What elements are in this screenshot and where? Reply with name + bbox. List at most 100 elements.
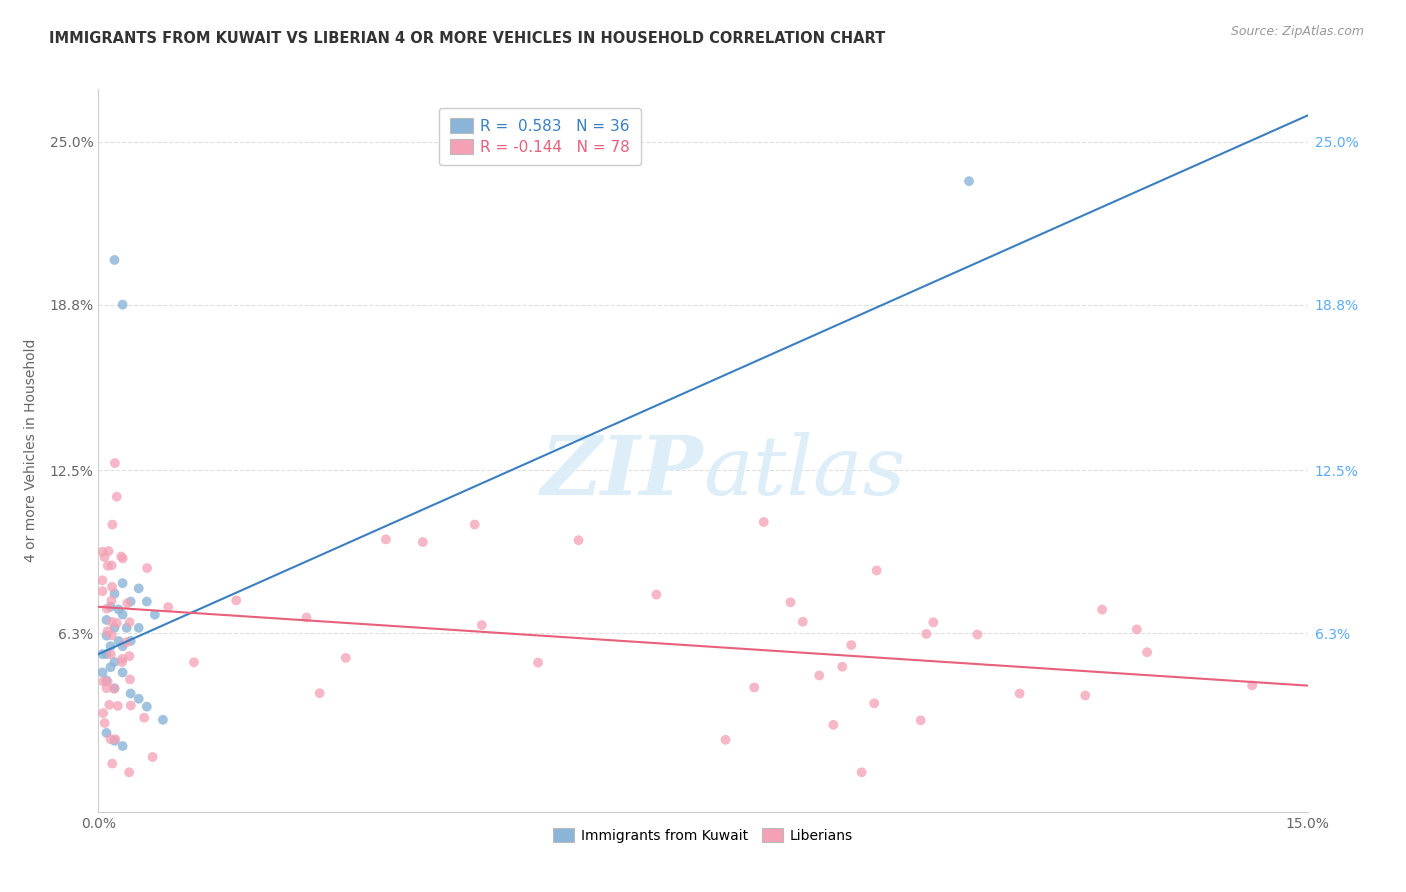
Point xyxy=(91,647,114,661)
Point xyxy=(922,615,945,630)
Point xyxy=(152,713,174,727)
Point xyxy=(118,765,141,780)
Point xyxy=(792,615,814,629)
Point xyxy=(103,655,125,669)
Point xyxy=(1091,602,1114,616)
Point xyxy=(101,517,124,532)
Point xyxy=(101,628,124,642)
Point xyxy=(779,595,801,609)
Point xyxy=(136,561,159,575)
Point xyxy=(412,535,434,549)
Point xyxy=(183,655,205,669)
Point xyxy=(115,621,138,635)
Point xyxy=(118,673,141,687)
Point xyxy=(1241,678,1264,692)
Point xyxy=(97,544,120,558)
Point xyxy=(295,610,318,624)
Point xyxy=(134,711,156,725)
Point xyxy=(111,639,134,653)
Point xyxy=(111,298,134,312)
Point xyxy=(101,580,124,594)
Point xyxy=(103,681,125,696)
Point xyxy=(100,660,122,674)
Point xyxy=(742,681,765,695)
Point xyxy=(957,174,980,188)
Point xyxy=(107,634,129,648)
Point xyxy=(157,600,180,615)
Point xyxy=(97,558,120,573)
Point xyxy=(225,593,247,607)
Point xyxy=(335,651,357,665)
Point xyxy=(96,726,118,740)
Point xyxy=(808,668,831,682)
Point xyxy=(103,621,125,635)
Point xyxy=(308,686,330,700)
Point xyxy=(111,652,134,666)
Point xyxy=(115,635,138,649)
Text: atlas: atlas xyxy=(703,432,905,512)
Point xyxy=(142,750,165,764)
Point xyxy=(120,594,142,608)
Point xyxy=(118,615,141,630)
Point xyxy=(91,674,114,689)
Point xyxy=(110,549,132,564)
Point xyxy=(103,733,125,747)
Text: IMMIGRANTS FROM KUWAIT VS LIBERIAN 4 OR MORE VEHICLES IN HOUSEHOLD CORRELATION C: IMMIGRANTS FROM KUWAIT VS LIBERIAN 4 OR … xyxy=(49,31,886,46)
Text: ZIP: ZIP xyxy=(540,432,703,512)
Point xyxy=(111,655,134,669)
Point xyxy=(104,456,127,470)
Point xyxy=(714,732,737,747)
Point xyxy=(104,732,127,747)
Point xyxy=(91,545,114,559)
Point xyxy=(103,252,125,267)
Point xyxy=(839,638,862,652)
Point xyxy=(120,686,142,700)
Point xyxy=(98,698,121,712)
Point xyxy=(96,681,118,695)
Point xyxy=(93,716,115,731)
Point xyxy=(100,639,122,653)
Point xyxy=(96,624,118,639)
Point xyxy=(96,647,118,661)
Point xyxy=(752,515,775,529)
Point xyxy=(527,656,550,670)
Point xyxy=(105,615,128,630)
Point xyxy=(374,533,396,547)
Point xyxy=(100,732,122,747)
Point xyxy=(831,659,853,673)
Point xyxy=(96,613,118,627)
Point xyxy=(111,665,134,680)
Point xyxy=(100,648,122,662)
Point xyxy=(128,621,150,635)
Point xyxy=(105,490,128,504)
Point xyxy=(103,681,125,696)
Point xyxy=(464,517,486,532)
Point xyxy=(96,601,118,615)
Point xyxy=(135,594,157,608)
Point xyxy=(910,714,932,728)
Point xyxy=(645,588,668,602)
Point xyxy=(118,649,141,664)
Point xyxy=(1136,645,1159,659)
Point xyxy=(1074,689,1097,703)
Point xyxy=(128,691,150,706)
Point xyxy=(101,756,124,771)
Point xyxy=(107,698,129,713)
Point xyxy=(100,599,122,614)
Point xyxy=(97,674,120,689)
Point xyxy=(91,665,114,680)
Point xyxy=(91,574,114,588)
Point xyxy=(101,615,124,629)
Point xyxy=(135,699,157,714)
Point xyxy=(111,739,134,753)
Point xyxy=(866,564,889,578)
Point xyxy=(851,765,873,780)
Point xyxy=(111,551,134,566)
Point xyxy=(471,618,494,632)
Y-axis label: 4 or more Vehicles in Household: 4 or more Vehicles in Household xyxy=(24,339,38,562)
Point xyxy=(120,634,142,648)
Point xyxy=(143,607,166,622)
Point xyxy=(863,696,886,710)
Point xyxy=(100,558,122,573)
Point xyxy=(915,627,938,641)
